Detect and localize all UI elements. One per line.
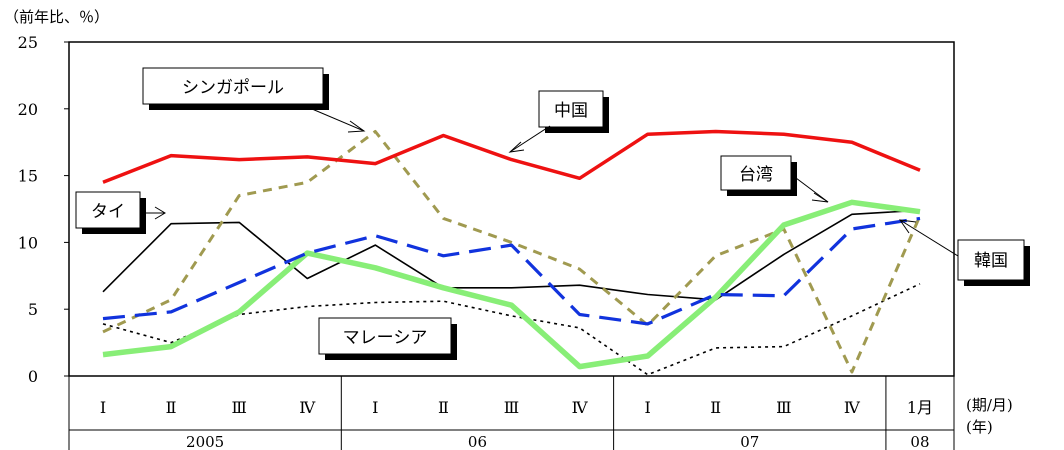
label-singapore: シンガポール xyxy=(182,78,284,98)
x-unit-label: (期/月) xyxy=(966,396,1013,414)
callouts: シンガポール 中国 台湾 タイ 韓国 マレーシア xyxy=(75,67,1030,360)
x-category-label: Ⅳ xyxy=(572,398,589,417)
arrowhead-singapore xyxy=(347,120,366,133)
y-tick-label: 10 xyxy=(18,233,38,252)
callout-box-singapore xyxy=(142,67,324,105)
x-category-label: Ⅱ xyxy=(438,398,449,417)
series-line xyxy=(102,216,921,326)
year-label: 2005 xyxy=(186,433,224,450)
series-line xyxy=(102,129,921,184)
x-category-label: Ⅳ xyxy=(299,398,316,417)
series-line xyxy=(102,199,921,370)
callout-arrow-taiwan xyxy=(791,174,829,203)
year-label: 08 xyxy=(910,433,929,450)
x-category-label: Ⅲ xyxy=(504,398,519,417)
arrowhead-korea xyxy=(898,219,917,234)
callout-box-taiwan xyxy=(720,155,792,191)
x-category-label: 1月 xyxy=(907,398,933,417)
x-axis: Ⅰ Ⅱ Ⅲ Ⅳ Ⅰ Ⅱ Ⅲ Ⅳ Ⅰ Ⅱ Ⅲ Ⅳ 1月 2005 06 07 08 xyxy=(68,376,955,450)
callout-arrow-singapore xyxy=(304,105,365,132)
arrowhead-taiwan xyxy=(811,192,829,203)
series-line xyxy=(102,209,921,301)
y-tick-label: 20 xyxy=(18,100,38,119)
callout-box-thai xyxy=(75,191,141,229)
callout-box-korea xyxy=(957,239,1025,281)
x-category-label: Ⅰ xyxy=(372,398,378,417)
label-malaysia: マレーシア xyxy=(343,328,428,348)
y-tick-label: 15 xyxy=(18,167,38,186)
label-korea: 韓国 xyxy=(974,251,1008,271)
arrowhead-thai xyxy=(154,206,166,220)
callout-box-china xyxy=(538,90,604,128)
label-china: 中国 xyxy=(554,101,588,121)
x-category-label: Ⅰ xyxy=(644,398,650,417)
y-tick-label: 5 xyxy=(28,300,38,319)
y-axis-ticks: 0 5 10 15 20 25 xyxy=(18,33,69,386)
x-category-label: Ⅲ xyxy=(776,398,791,417)
callout-box-malaysia xyxy=(318,317,452,355)
series-lines xyxy=(102,129,922,376)
year-label: 06 xyxy=(468,433,487,450)
year-label: 07 xyxy=(740,433,759,450)
x-category-label: Ⅲ xyxy=(231,398,246,417)
x-category-label: Ⅰ xyxy=(100,398,106,417)
x-category-label: Ⅱ xyxy=(166,398,177,417)
arrowhead-china xyxy=(508,141,525,153)
callout-arrow-china xyxy=(509,125,551,153)
x-category-label: Ⅳ xyxy=(844,398,861,417)
label-thai: タイ xyxy=(91,202,125,222)
label-taiwan: 台湾 xyxy=(739,165,773,185)
y-tick-label: 0 xyxy=(28,367,38,386)
year-unit-label: (年) xyxy=(966,418,993,436)
callout-arrow-korea xyxy=(899,219,959,257)
y-unit-label: （前年比、％） xyxy=(4,8,109,26)
x-category-label: Ⅱ xyxy=(710,398,721,417)
y-tick-label: 25 xyxy=(18,33,38,52)
